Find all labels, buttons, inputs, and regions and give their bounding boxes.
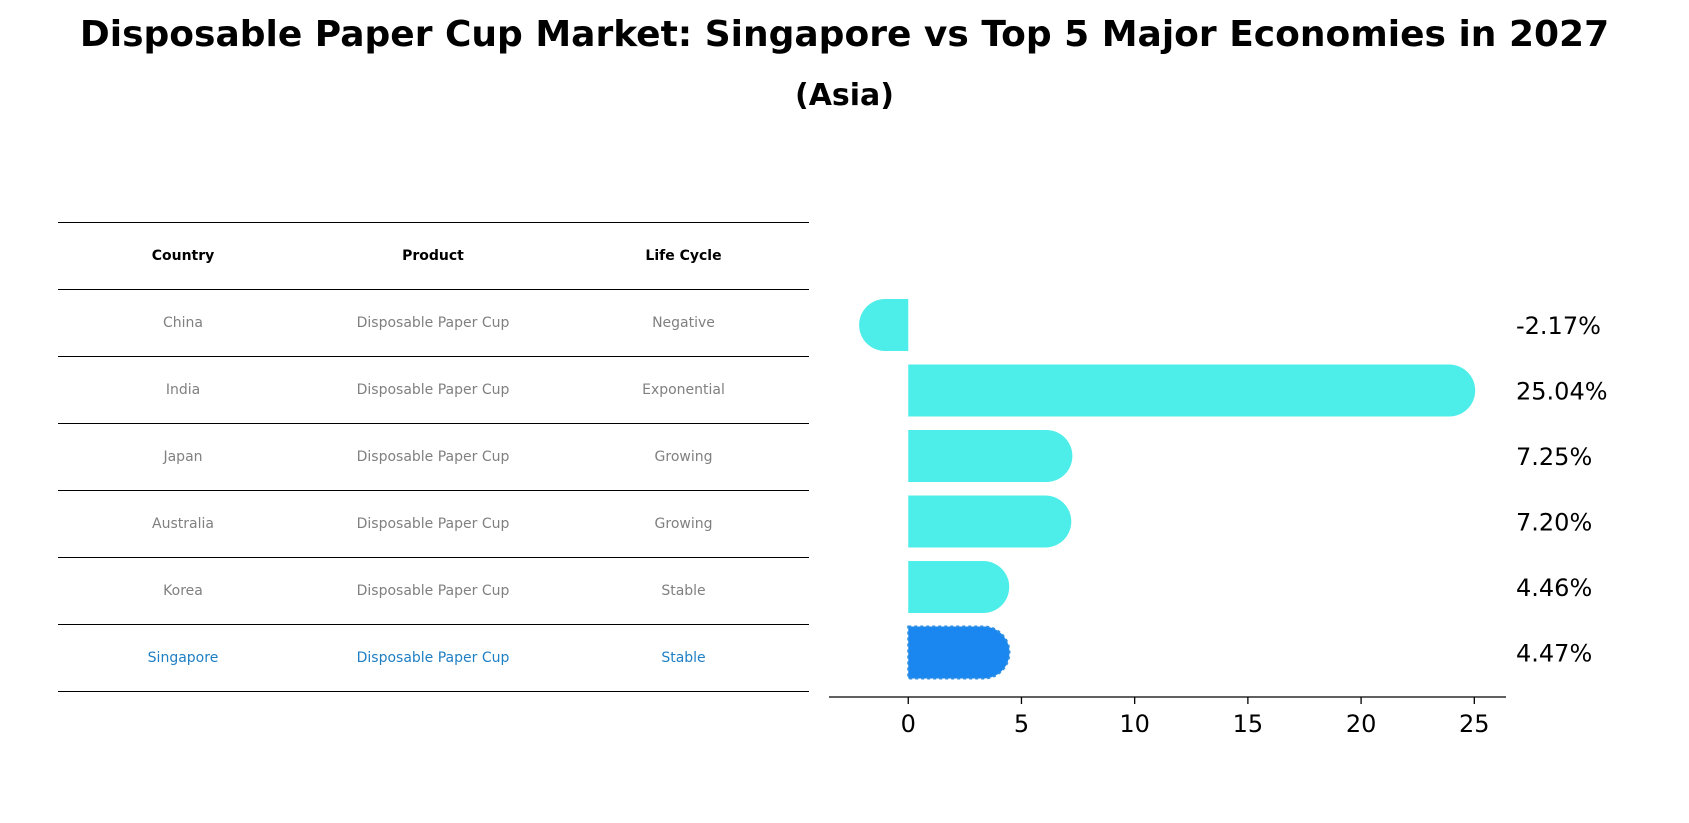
table-cell-life-cycle: Exponential — [642, 382, 725, 398]
column-header-country: Country — [151, 248, 215, 264]
country-table: Country Product Life Cycle China Disposa… — [58, 222, 809, 692]
bar-value-label: 25.04% — [1516, 378, 1608, 406]
x-tick-label: 25 — [1459, 710, 1490, 738]
column-header-product: Product — [402, 248, 464, 264]
table-cell-product: Disposable Paper Cup — [356, 382, 510, 398]
bar-value-label: -2.17% — [1516, 312, 1601, 340]
table-cell-life-cycle: Stable — [661, 583, 706, 599]
chart-title: Disposable Paper Cup Market: Singapore v… — [79, 14, 1610, 55]
table-cell-country: Japan — [163, 449, 203, 465]
x-tick-label: 20 — [1346, 710, 1377, 738]
table-cell-country: India — [165, 382, 201, 398]
table-row: India Disposable Paper Cup Exponential — [58, 357, 809, 424]
x-tick-label: 15 — [1233, 710, 1264, 738]
chart-subtitle: (Asia) — [794, 78, 895, 113]
table-cell-life-cycle: Growing — [654, 516, 713, 532]
table-cell-country: Korea — [163, 583, 203, 599]
table-row: China Disposable Paper Cup Negative — [58, 290, 809, 357]
table-cell-country: Singapore — [147, 650, 219, 666]
column-header-life-cycle: Life Cycle — [645, 248, 722, 264]
bar — [908, 430, 1073, 482]
table-cell-life-cycle: Stable — [661, 650, 706, 666]
bar — [859, 299, 909, 351]
table-cell-product: Disposable Paper Cup — [356, 583, 510, 599]
bar-value-label: 4.47% — [1516, 640, 1592, 668]
table-row: Australia Disposable Paper Cup Growing — [58, 491, 809, 558]
table-row: Korea Disposable Paper Cup Stable — [58, 558, 809, 625]
bar-highlight — [907, 625, 1011, 680]
x-tick-label: 10 — [1119, 710, 1150, 738]
x-tick-label: 5 — [1014, 710, 1029, 738]
table-cell-product: Disposable Paper Cup — [356, 449, 510, 465]
table-cell-product: Disposable Paper Cup — [356, 315, 510, 331]
table-header-row: Country Product Life Cycle — [58, 222, 809, 290]
bar — [908, 364, 1476, 417]
table-cell-country: China — [163, 315, 203, 331]
bar-value-label: 4.46% — [1516, 574, 1592, 602]
table-row: Japan Disposable Paper Cup Growing — [58, 424, 809, 491]
bar — [908, 495, 1072, 548]
bar-value-label: 7.25% — [1516, 443, 1592, 471]
table-cell-life-cycle: Growing — [654, 449, 713, 465]
bar-value-label: 7.20% — [1516, 509, 1592, 537]
table-cell-life-cycle: Negative — [652, 315, 715, 331]
bar — [908, 561, 1010, 613]
table-cell-product: Disposable Paper Cup — [356, 650, 510, 666]
table-cell-country: Australia — [152, 516, 214, 532]
x-tick-label: 0 — [901, 710, 916, 738]
table-row-highlight: Singapore Disposable Paper Cup Stable — [58, 625, 809, 692]
table-cell-product: Disposable Paper Cup — [356, 516, 510, 532]
